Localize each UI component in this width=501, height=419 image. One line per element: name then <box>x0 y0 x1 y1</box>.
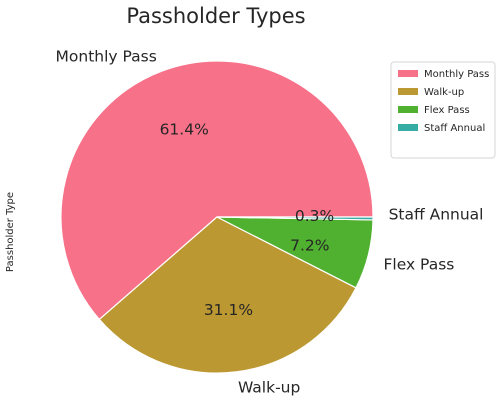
pie-slice-staff-annual <box>216 216 374 221</box>
legend-swatch-walk-up <box>398 88 418 95</box>
chart-title: Passholder Types <box>126 4 305 28</box>
pie-slices <box>60 60 374 374</box>
pie-slice-monthly-pass <box>60 60 374 321</box>
legend-label-flex-pass: Flex Pass <box>424 105 470 116</box>
slice-label-flex-pass: Flex Pass <box>383 256 454 274</box>
y-axis-label: Passholder Type <box>5 192 16 272</box>
percent-label-flex-pass: 7.2% <box>290 237 329 255</box>
legend-swatch-monthly-pass <box>398 70 418 77</box>
pie-percent-labels: 61.4% 31.1% 7.2% 0.3% <box>160 120 335 319</box>
slice-label-staff-annual: Staff Annual <box>389 206 484 224</box>
legend-frame <box>390 61 496 159</box>
legend-swatch-staff-annual <box>398 124 418 131</box>
legend-swatch-flex-pass <box>398 106 418 113</box>
legend-label-monthly-pass: Monthly Pass <box>424 69 489 80</box>
percent-label-walk-up: 31.1% <box>204 301 253 319</box>
percent-label-staff-annual: 0.3% <box>295 207 334 225</box>
pie-slice-walk-up <box>98 216 357 374</box>
percent-label-monthly-pass: 61.4% <box>160 120 209 138</box>
legend: Monthly Pass Walk-up Flex Pass Staff Annual <box>390 61 496 159</box>
slice-label-walk-up: Walk-up <box>238 378 300 396</box>
slice-label-monthly-pass: Monthly Pass <box>56 47 157 65</box>
legend-label-walk-up: Walk-up <box>424 87 464 98</box>
pie-slice-labels: Monthly Pass Walk-up Flex Pass Staff Annual <box>56 47 484 396</box>
legend-label-staff-annual: Staff Annual <box>424 123 485 134</box>
